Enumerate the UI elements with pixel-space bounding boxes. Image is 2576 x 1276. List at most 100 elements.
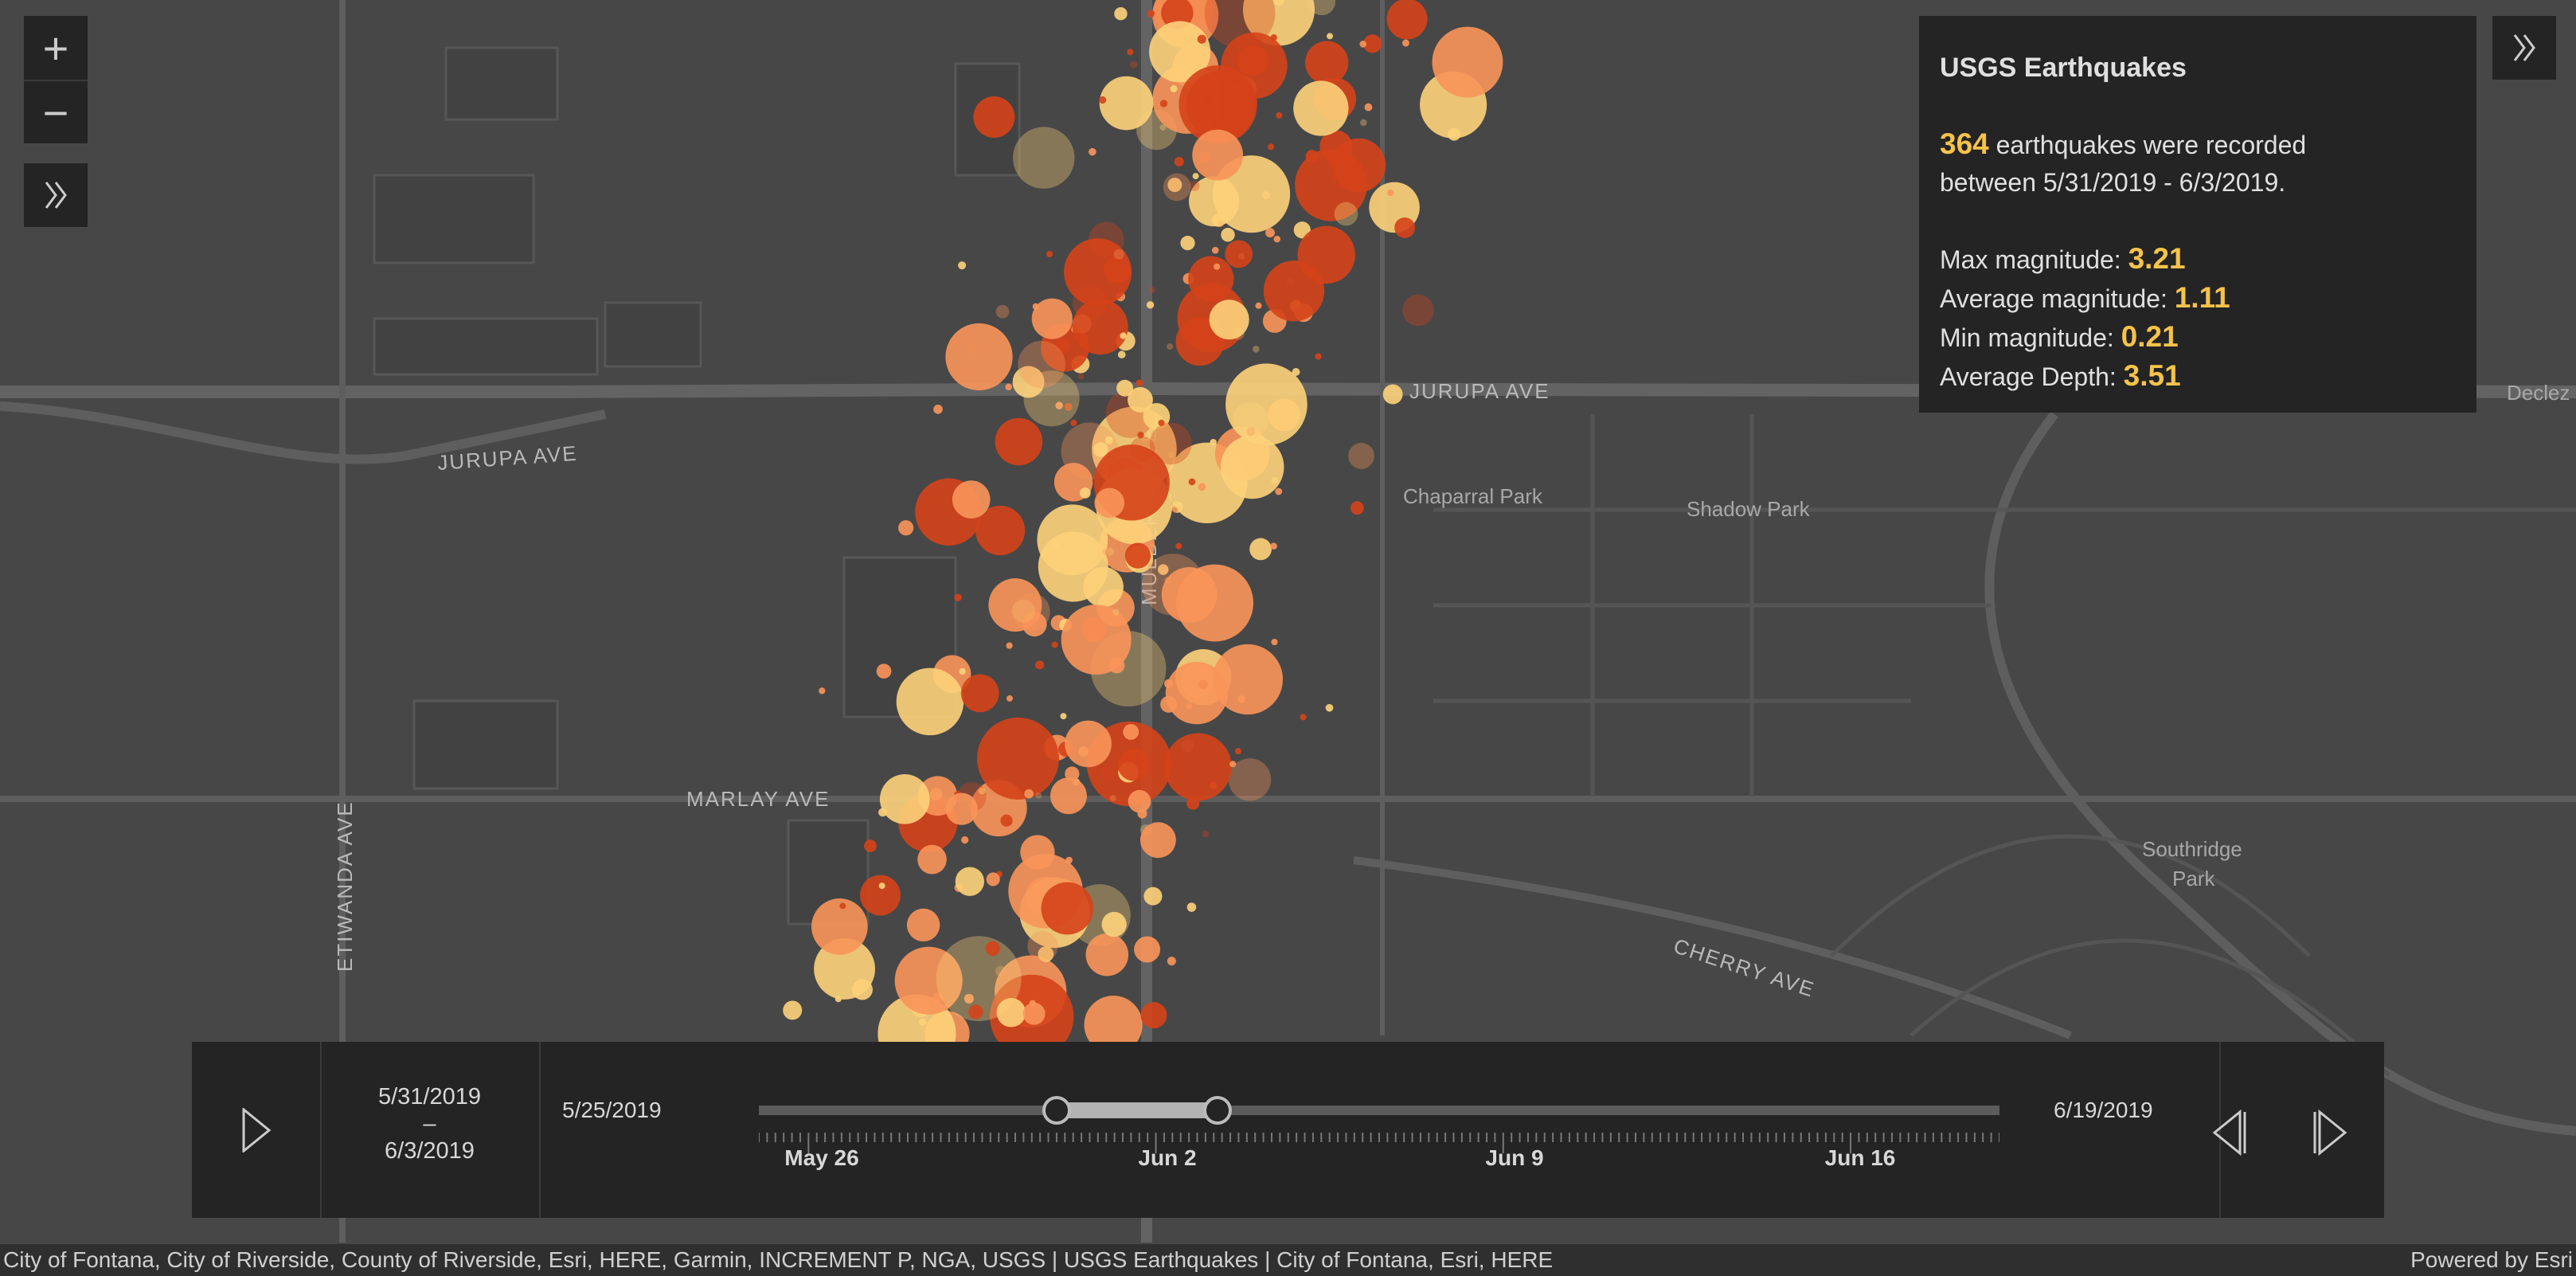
earthquake-point[interactable] <box>1129 61 1138 68</box>
earthquake-point[interactable] <box>1148 287 1155 294</box>
earthquake-point[interactable] <box>1108 657 1125 674</box>
earthquake-point[interactable] <box>1094 487 1125 519</box>
earthquake-point[interactable] <box>952 480 991 519</box>
earthquake-point[interactable] <box>960 674 999 713</box>
earthquake-point[interactable] <box>1146 301 1155 309</box>
earthquake-point[interactable] <box>978 787 986 795</box>
earthquake-point[interactable] <box>1064 403 1073 411</box>
earthquake-point[interactable] <box>1359 40 1367 48</box>
earthquake-point[interactable] <box>1158 419 1165 426</box>
earthquake-point[interactable] <box>1167 957 1176 966</box>
earthquake-point[interactable] <box>1255 302 1262 309</box>
earthquake-point[interactable] <box>1023 370 1080 427</box>
slider-track[interactable] <box>759 1106 1999 1115</box>
earthquake-point[interactable] <box>1035 660 1045 670</box>
earthquake-point[interactable] <box>973 96 1015 138</box>
earthquake-point[interactable] <box>976 717 1059 800</box>
earthquake-point[interactable] <box>1137 432 1144 439</box>
earthquake-point[interactable] <box>1202 94 1211 104</box>
earthquake-point[interactable] <box>1334 202 1358 226</box>
earthquake-point[interactable] <box>1093 442 1108 457</box>
earthquake-point[interactable] <box>1127 49 1134 56</box>
earthquake-point[interactable] <box>1300 714 1307 721</box>
earthquake-point[interactable] <box>1037 504 1108 576</box>
earthquake-point[interactable] <box>1402 294 1434 327</box>
earthquake-point[interactable] <box>1080 487 1091 499</box>
earthquake-point[interactable] <box>1159 100 1168 108</box>
earthquake-point[interactable] <box>1401 39 1409 47</box>
earthquake-point[interactable] <box>1084 996 1143 1055</box>
earthquake-point[interactable] <box>968 1004 983 1020</box>
earthquake-point[interactable] <box>945 793 978 825</box>
earthquake-point[interactable] <box>1265 228 1275 238</box>
earthquake-point[interactable] <box>941 1004 948 1012</box>
earthquake-point[interactable] <box>1188 478 1196 486</box>
earthquake-point[interactable] <box>1101 548 1109 556</box>
earthquake-point[interactable] <box>1350 501 1364 515</box>
earthquake-point[interactable] <box>783 1000 803 1020</box>
earthquake-point[interactable] <box>1268 143 1275 151</box>
earthquake-point[interactable] <box>1018 340 1065 389</box>
earthquake-point[interactable] <box>1054 338 1070 354</box>
earthquake-point[interactable] <box>1362 34 1382 53</box>
earthquake-point[interactable] <box>1128 387 1153 413</box>
earthquake-point[interactable] <box>1013 127 1075 189</box>
earthquake-point[interactable] <box>1292 368 1300 376</box>
earthquake-point[interactable] <box>1061 605 1132 675</box>
earthquake-point[interactable] <box>1171 507 1179 514</box>
earthquake-point[interactable] <box>1104 436 1113 444</box>
earthquake-point[interactable] <box>1237 45 1268 76</box>
earthquake-point[interactable] <box>1305 150 1319 163</box>
earthquake-point[interactable] <box>1225 240 1253 268</box>
earthquake-point[interactable] <box>1165 661 1229 725</box>
earthquake-point[interactable] <box>1221 228 1235 242</box>
earthquake-point[interactable] <box>1364 103 1373 112</box>
slider-thumb-end[interactable] <box>1203 1096 1233 1125</box>
earthquake-point[interactable] <box>1083 566 1124 608</box>
earthquake-point[interactable] <box>819 687 826 695</box>
play-button[interactable] <box>192 1042 320 1218</box>
earthquake-point[interactable] <box>1202 830 1210 838</box>
earthquake-point[interactable] <box>958 261 967 270</box>
earthquake-point[interactable] <box>876 663 892 679</box>
earthquake-point[interactable] <box>959 667 966 675</box>
powered-by-esri[interactable]: Powered by Esri <box>2410 1247 2573 1272</box>
earthquake-point[interactable] <box>1210 438 1217 446</box>
previous-button[interactable] <box>2207 1109 2248 1157</box>
earthquake-point[interactable] <box>1382 384 1403 405</box>
earthquake-point[interactable] <box>996 998 1026 1027</box>
earthquake-point[interactable] <box>1167 178 1182 193</box>
earthquake-point[interactable] <box>986 872 1000 887</box>
earthquake-point[interactable] <box>1158 564 1169 575</box>
earthquake-point[interactable] <box>1273 235 1281 243</box>
earthquake-point[interactable] <box>1263 260 1325 322</box>
earthquake-point[interactable] <box>1112 609 1120 616</box>
earthquake-point[interactable] <box>1022 1002 1046 1025</box>
earthquake-point[interactable] <box>898 520 914 536</box>
earthquake-point[interactable] <box>906 908 940 942</box>
earthquake-point[interactable] <box>995 965 1006 977</box>
earthquake-point[interactable] <box>1275 487 1283 495</box>
earthquake-point[interactable] <box>1072 299 1128 355</box>
earthquake-point[interactable] <box>1000 814 1013 827</box>
earthquake-point[interactable] <box>1257 436 1265 444</box>
earthquake-point[interactable] <box>1293 80 1349 136</box>
earthquake-point[interactable] <box>1360 119 1367 127</box>
earthquake-point[interactable] <box>1139 822 1176 859</box>
next-button[interactable] <box>2310 1109 2351 1157</box>
earthquake-point[interactable] <box>1188 256 1234 302</box>
earthquake-point[interactable] <box>1170 84 1178 92</box>
zoom-out-button[interactable]: − <box>24 80 88 143</box>
earthquake-point[interactable] <box>1065 856 1073 864</box>
earthquake-point[interactable] <box>1099 96 1107 104</box>
earthquake-point[interactable] <box>1159 124 1167 131</box>
earthquake-point[interactable] <box>1249 538 1272 561</box>
expand-left-button[interactable] <box>24 163 88 227</box>
earthquake-point[interactable] <box>1031 298 1073 339</box>
earthquake-point[interactable] <box>1085 933 1129 977</box>
earthquake-point[interactable] <box>1006 642 1013 649</box>
earthquake-point[interactable] <box>864 840 877 852</box>
earthquake-point[interactable] <box>988 578 1042 632</box>
earthquake-point[interactable] <box>1315 353 1322 360</box>
earthquake-point[interactable] <box>995 417 1043 466</box>
